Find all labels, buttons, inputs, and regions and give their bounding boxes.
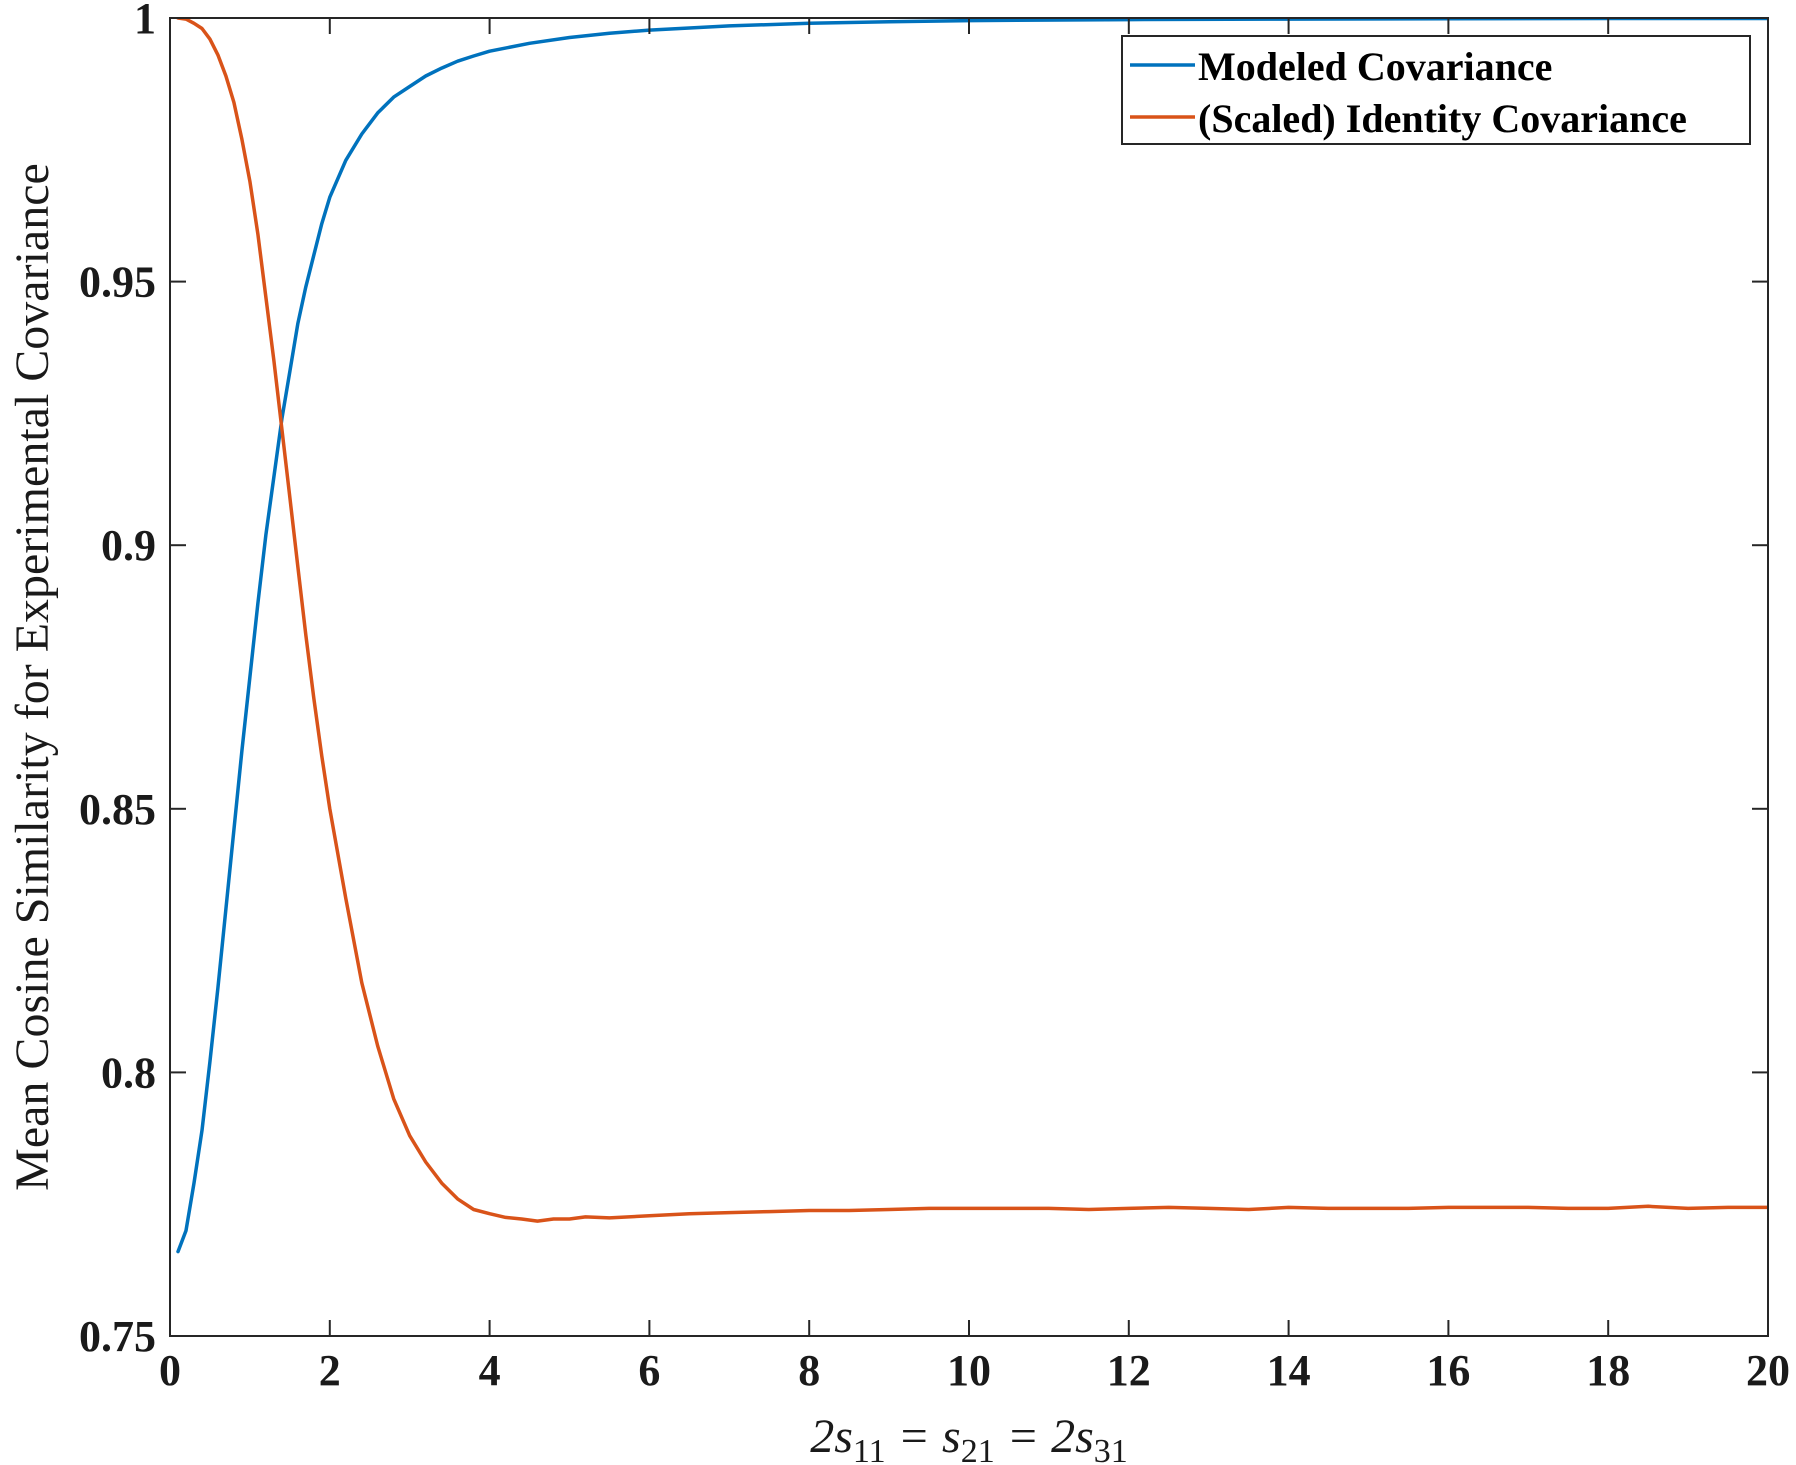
x-tick-label: 8 bbox=[798, 1346, 820, 1395]
x-tick-label: 16 bbox=[1426, 1346, 1470, 1395]
y-tick-label: 0.8 bbox=[101, 1048, 156, 1097]
y-tick-label: 1 bbox=[134, 0, 156, 43]
plot-area: 0 2 4 6 8 10 12 14 16 18 20 0.75 0.8 0.85 0.9 0.95 1 bbox=[79, 0, 1790, 1395]
y-axis: 0.75 0.8 0.85 0.9 0.95 1 bbox=[79, 0, 1768, 1361]
x-tick-label: 4 bbox=[479, 1346, 501, 1395]
x-tick-label: 12 bbox=[1107, 1346, 1151, 1395]
x-tick-label: 18 bbox=[1586, 1346, 1630, 1395]
legend-box bbox=[1121, 35, 1751, 145]
y-axis-title: Mean Cosine Similarity for Experimental … bbox=[6, 163, 59, 1191]
plot-frame bbox=[170, 18, 1768, 1336]
y-tick-label: 0.85 bbox=[79, 785, 156, 834]
y-tick-label: 0.95 bbox=[79, 258, 156, 307]
series-line-1 bbox=[176, 18, 1768, 1223]
x-tick-label: 10 bbox=[947, 1346, 991, 1395]
x-tick-label: 20 bbox=[1746, 1346, 1790, 1395]
x-tick-label: 0 bbox=[159, 1346, 181, 1395]
y-tick-label: 0.9 bbox=[101, 521, 156, 570]
x-tick-label: 2 bbox=[319, 1346, 341, 1395]
x-axis-title: 2s11 = s21 = 2s31 bbox=[810, 1410, 1128, 1465]
y-tick-label: 0.75 bbox=[79, 1312, 156, 1361]
x-tick-label: 14 bbox=[1267, 1346, 1311, 1395]
x-axis: 0 2 4 6 8 10 12 14 16 18 20 bbox=[159, 18, 1790, 1395]
legend-label-modeled: Modeled Covariance bbox=[1198, 44, 1552, 89]
legend: Modeled Covariance (Scaled) Identity Cov… bbox=[1121, 35, 1751, 145]
x-tick-label: 6 bbox=[638, 1346, 660, 1395]
legend-label-identity: (Scaled) Identity Covariance bbox=[1198, 96, 1687, 141]
